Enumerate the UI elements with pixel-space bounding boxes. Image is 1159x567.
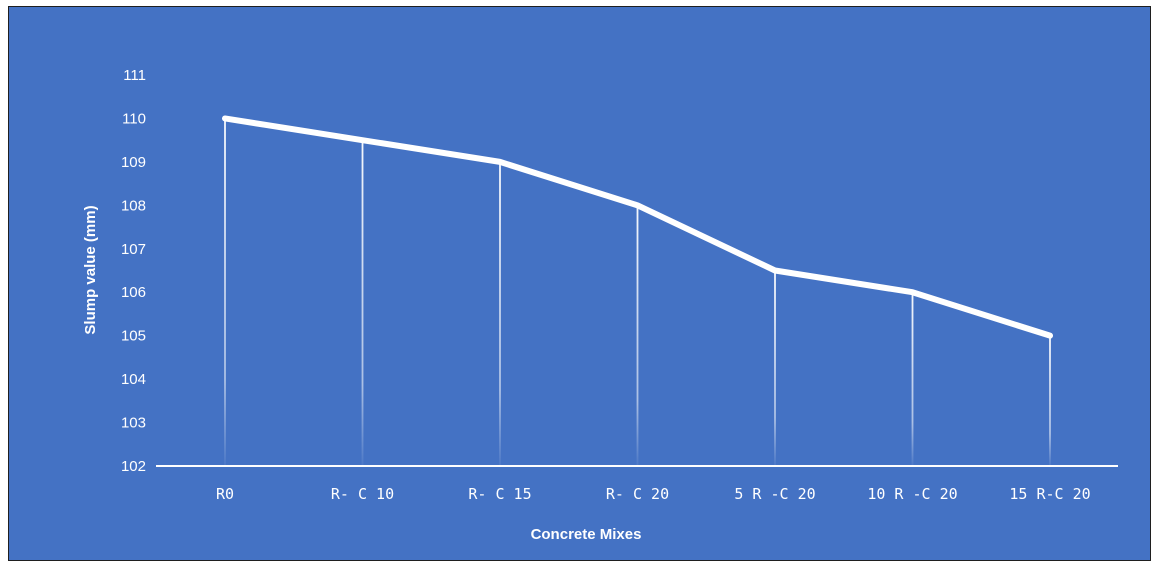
x-category-label: R- C 10 [331, 485, 394, 503]
y-tick-label: 104 [121, 371, 146, 388]
drop-line [1049, 335, 1051, 466]
y-tick-label: 102 [121, 458, 146, 475]
drop-line [774, 270, 776, 466]
series-line [222, 115, 1053, 339]
x-category-label: R- C 20 [606, 485, 669, 503]
x-axis-category-labels: R0 R- C 10 R- C 15 R- C 20 5 R -C 20 10 R -C … [216, 485, 1091, 503]
y-axis-ticks: 102 103 104 105 106 107 108 109 110 111 [121, 67, 146, 475]
x-category-label: R0 [216, 485, 234, 503]
y-tick-label: 107 [121, 241, 146, 258]
drop-line [636, 205, 639, 467]
y-tick-label: 108 [121, 197, 146, 214]
x-category-label: 5 R -C 20 [734, 485, 815, 503]
y-tick-label: 103 [121, 415, 146, 432]
y-tick-label: 105 [121, 328, 146, 345]
x-axis-title: Concrete Mixes [531, 526, 642, 543]
y-tick-label: 109 [121, 154, 146, 171]
drop-line [361, 140, 364, 466]
drop-line [499, 161, 501, 466]
chart-frame [8, 6, 1151, 561]
drop-line [911, 292, 914, 466]
y-tick-label: 110 [122, 110, 146, 127]
y-tick-label: 106 [121, 284, 146, 301]
drop-line [224, 118, 226, 466]
y-axis-title: Slump value (mm) [82, 205, 99, 334]
x-category-label: 15 R-C 20 [1009, 485, 1090, 503]
x-category-label: R- C 15 [468, 485, 531, 503]
y-tick-label: 111 [123, 67, 146, 84]
drop-lines [224, 118, 1051, 467]
x-category-label: 10 R -C 20 [867, 485, 957, 503]
